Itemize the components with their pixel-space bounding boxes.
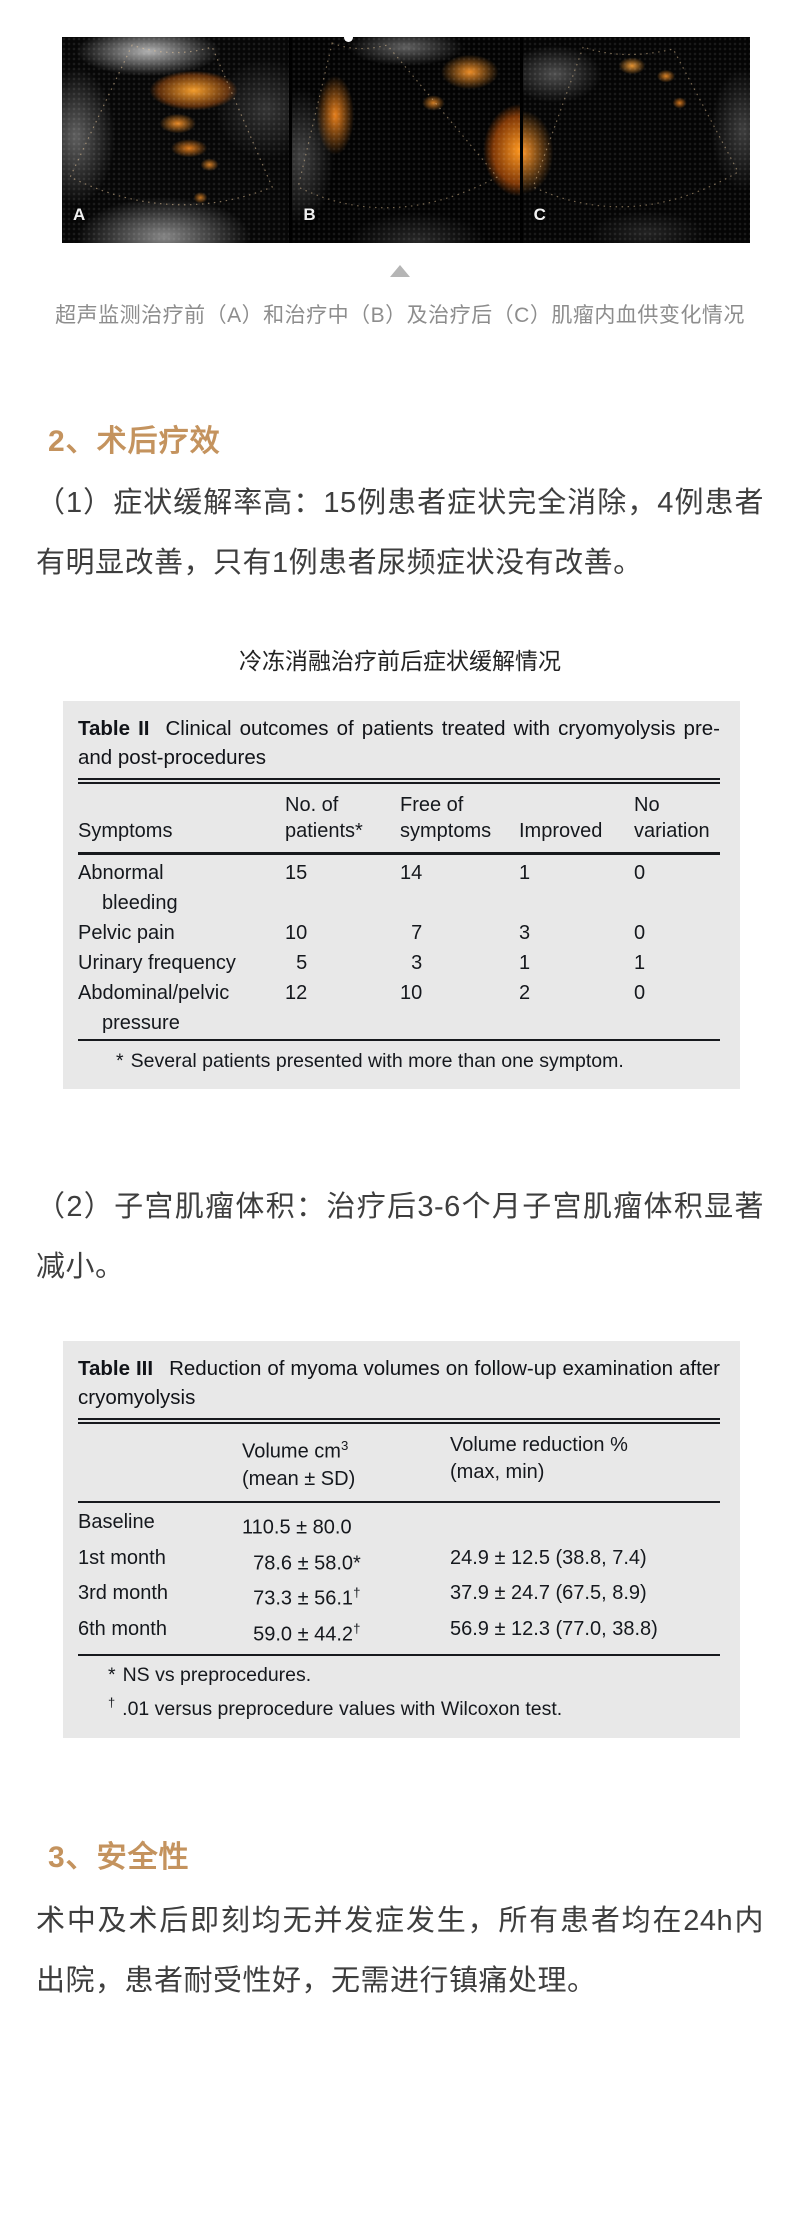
table-rule — [78, 1038, 720, 1041]
cell-novariation: 0 — [634, 981, 646, 1004]
column-header-symptoms: Symptoms — [78, 820, 173, 842]
cell-improved: 1 — [519, 861, 531, 884]
cell-free: 14 — [400, 861, 423, 884]
table-row: Urinary frequency 5 3 1 1 — [78, 948, 720, 978]
panel-label: B — [303, 205, 316, 224]
table-row: 1st month 78.6 ± 58.0* 24.9 ± 12.5 (38.8… — [78, 1543, 720, 1579]
table3-volume-reduction: Table III Reduction of myoma volumes on f… — [63, 1341, 740, 1738]
footnote-mark: * — [116, 1050, 124, 1072]
footnote-text: NS vs preprocedures. — [122, 1664, 312, 1687]
cell-volume: 59.0 ± 44.2† — [242, 1621, 361, 1646]
cell-free: 3 — [400, 951, 423, 974]
paragraph-volume-reduction: （2）子宫肌瘤体积：治疗后3-6个月子宫肌瘤体积显著减小。 — [36, 1191, 764, 1283]
cell-reduction: 37.9 ± 24.7 (67.5, 8.9) — [450, 1582, 647, 1605]
cell-patients: 10 — [285, 921, 308, 944]
cell-free: 7 — [400, 921, 423, 944]
cell-symptom: Abdominal/pelvic pressure — [78, 981, 230, 1034]
table3-title: Table III Reduction of myoma volumes on f… — [78, 1354, 720, 1412]
table3-footnote-1: * NS vs preprocedures. — [108, 1662, 720, 1689]
table-rule-double — [78, 1418, 720, 1424]
column-header-free-of-symptoms: Free of symptoms — [400, 794, 492, 842]
table-row: Pelvic pain 10 7 3 0 — [78, 918, 720, 948]
ultrasound-sector-outline-icon — [69, 44, 273, 206]
column-header-no-variation: No variation — [634, 794, 710, 842]
transducer-marker-dot-icon — [344, 33, 354, 42]
cell-free: 10 — [400, 981, 423, 1004]
caption-pointer-icon — [390, 265, 410, 277]
table-rule — [78, 1500, 720, 1504]
table2-clinical-outcomes: Table II Clinical outcomes of patients tr… — [63, 701, 740, 1089]
table2-title: Table II Clinical outcomes of patients tr… — [78, 714, 720, 772]
cell-improved: 3 — [519, 921, 531, 944]
footnote-mark: † — [108, 1695, 116, 1711]
panel-label: C — [533, 205, 546, 224]
cell-novariation: 0 — [634, 861, 646, 884]
cell-symptom: Pelvic pain — [78, 921, 175, 944]
table-rule — [78, 1653, 720, 1657]
table-row: Baseline 110.5 ± 80.0 — [78, 1507, 720, 1543]
table-rule — [78, 852, 720, 855]
cell-patients: 12 — [285, 981, 308, 1004]
cell-symptom: Urinary frequency — [78, 951, 236, 974]
cell-reduction: 56.9 ± 12.3 (77.0, 38.8) — [450, 1618, 658, 1641]
footnote-mark: * — [108, 1664, 116, 1687]
table2-body: Abnormal bleeding 15 14 1 0 Pelvic pain 1… — [78, 855, 720, 1039]
ultrasound-panel-a: A — [62, 37, 290, 243]
section-heading-efficacy: 2、术后疗效 — [48, 425, 221, 458]
cell-timepoint: 1st month — [78, 1546, 166, 1569]
footnote-text: .01 versus preprocedure values with Wilc… — [122, 1697, 563, 1720]
cell-symptom: Abnormal bleeding — [78, 861, 178, 914]
figure-caption: 超声监测治疗前（A）和治疗中（B）及治疗后（C）肌瘤内血供变化情况 — [55, 304, 745, 327]
cell-improved: 2 — [519, 981, 531, 1004]
ultrasound-sector-outline-icon — [532, 46, 739, 208]
cell-volume: 78.6 ± 58.0* — [242, 1552, 361, 1575]
panel-label: A — [73, 205, 86, 224]
table-row: Abdominal/pelvic pressure 12 10 2 0 — [78, 978, 720, 1038]
cell-patients: 15 — [285, 861, 308, 884]
cell-timepoint: 6th month — [78, 1618, 167, 1641]
table3-footnotes: * NS vs preprocedures. † .01 versus prepro… — [78, 1662, 720, 1723]
ultrasound-panel-c: C — [522, 37, 750, 243]
column-header-volume: Volume cm3 (mean ± SD) — [242, 1438, 356, 1490]
cell-volume: 73.3 ± 56.1† — [242, 1585, 361, 1611]
ultrasound-sector-outline-icon — [297, 42, 499, 209]
cell-novariation: 0 — [634, 921, 646, 944]
table3-header-row: Volume cm3 (mean ± SD) Volume reduction … — [78, 1424, 720, 1501]
cell-patients: 5 — [285, 951, 308, 974]
footnote-text: Several patients presented with more tha… — [130, 1050, 624, 1072]
table3-footnote-2: † .01 versus preprocedure values with Wil… — [108, 1689, 720, 1723]
paragraph-symptom-relief: （1）症状缓解率高：15例患者症状完全消除，4例患者有明显改善，只有1例患者尿频… — [36, 487, 764, 579]
cell-volume: 110.5 ± 80.0 — [242, 1516, 352, 1539]
table-row: Abnormal bleeding 15 14 1 0 — [78, 858, 720, 918]
table3-title-label: Table III — [78, 1357, 154, 1380]
cell-timepoint: Baseline — [78, 1511, 155, 1534]
ultrasound-panel-b: B — [292, 37, 520, 243]
cell-improved: 1 — [519, 951, 531, 974]
table2-caption-zh: 冷冻消融治疗前后症状缓解情况 — [239, 648, 561, 674]
paragraph-safety: 术中及术后即刻均无并发症发生，所有患者均在24h内出院，患者耐受性好，无需进行镇… — [36, 1904, 764, 1997]
cell-reduction: 24.9 ± 12.5 (38.8, 7.4) — [450, 1546, 647, 1569]
table3-body: Baseline 110.5 ± 80.0 1st month 78.6 ± 5… — [78, 1503, 720, 1654]
cell-timepoint: 3rd month — [78, 1582, 169, 1605]
table3-title-text: Reduction of myoma volumes on follow-up … — [78, 1357, 721, 1409]
table-row: 3rd month 73.3 ± 56.1† 37.9 ± 24.7 (67.5… — [78, 1578, 720, 1614]
section-heading-safety: 3、安全性 — [48, 1840, 190, 1874]
column-header-improved: Improved — [519, 820, 603, 842]
column-header-volume-reduction: Volume reduction % (max, min) — [450, 1434, 628, 1483]
table2-header-row: Symptoms No. of patients* Free of symptoms… — [78, 784, 720, 852]
column-header-no-of-patients: No. of patients* — [285, 794, 363, 842]
table-rule-double — [78, 778, 720, 784]
table2-title-text: Clinical outcomes of patients treated wi… — [78, 717, 720, 769]
cell-novariation: 1 — [634, 951, 646, 974]
table2-title-label: Table II — [78, 717, 150, 740]
table2-footnote: * Several patients presented with more th… — [78, 1048, 720, 1074]
ultrasound-figure[interactable]: A B C — [62, 33, 750, 243]
table-row: 6th month 59.0 ± 44.2† 56.9 ± 12.3 (77.0… — [78, 1614, 720, 1650]
